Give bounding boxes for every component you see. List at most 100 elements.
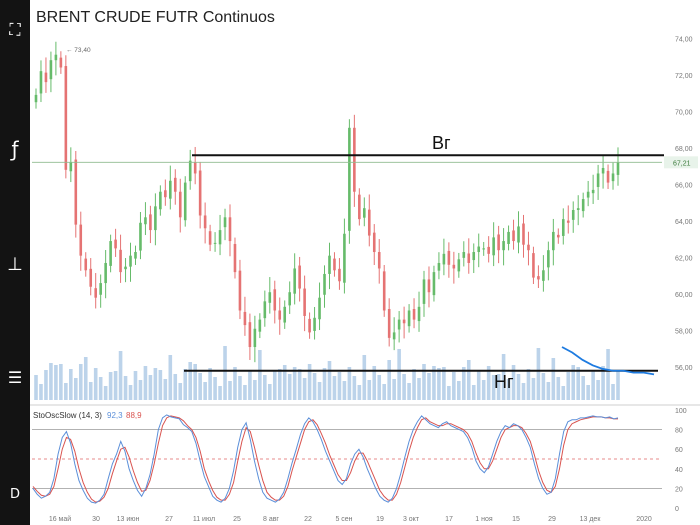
- volume-bar: [422, 364, 426, 400]
- candle-body: [353, 127, 356, 192]
- volume-bar: [128, 385, 133, 400]
- stoch-k-label: 92,3: [107, 411, 123, 420]
- candle-body: [601, 167, 605, 174]
- candle-body: [258, 319, 262, 332]
- x-tick-label: 8 авг: [263, 516, 279, 523]
- volume-bar: [412, 369, 416, 400]
- candle-body: [228, 217, 232, 242]
- candle-body: [308, 318, 311, 333]
- volume-bar: [59, 364, 63, 400]
- candle-body: [561, 219, 565, 236]
- candle-body: [114, 239, 117, 249]
- x-tick-label: 17: [445, 516, 453, 523]
- candle-body: [333, 258, 336, 271]
- candle-body: [64, 66, 68, 170]
- volume-bar: [616, 370, 620, 400]
- candle-body: [482, 248, 485, 250]
- volume-bar: [466, 360, 471, 400]
- candles: [34, 41, 620, 363]
- x-tick-label: 25: [233, 516, 241, 523]
- volume-bar: [54, 365, 58, 400]
- volume-bar: [546, 382, 551, 400]
- volume-bar: [198, 373, 202, 400]
- candle-body: [303, 288, 306, 316]
- candle-body: [99, 283, 102, 295]
- stoch-y-tick: 20: [675, 486, 683, 493]
- price-chart[interactable]: 67,21 ← 73,40 Вг Нг 100 80 60 40 20 0 StoOscSlow …: [30, 0, 700, 525]
- volume-bar: [158, 370, 163, 400]
- candle-body: [169, 180, 172, 199]
- volume-bar: [78, 364, 83, 400]
- candle-body: [178, 191, 182, 218]
- volume-bar: [571, 365, 576, 400]
- volume-bar: [347, 367, 352, 400]
- volume-bar: [69, 369, 73, 400]
- volume-bar: [387, 360, 391, 400]
- candle-body: [293, 268, 296, 294]
- volume-bar: [322, 368, 327, 400]
- left-toolbar: ⛶ ƒ ⊥ ☰ D: [0, 0, 30, 525]
- volume-bar: [44, 370, 48, 400]
- volume-bar: [377, 375, 382, 400]
- candle-body: [517, 226, 520, 243]
- candle-body: [447, 250, 451, 265]
- volume-bar: [541, 373, 546, 400]
- x-tick-label: 29: [548, 516, 556, 523]
- volume-bar: [168, 355, 173, 400]
- candle-body: [318, 297, 321, 320]
- candle-body: [532, 253, 535, 278]
- stoch-k-line: [32, 414, 619, 504]
- volume-bar: [496, 374, 501, 400]
- stoch-y-tick: 0: [675, 506, 679, 513]
- settings-sliders-icon[interactable]: ☰: [7, 368, 23, 387]
- candle-body: [183, 182, 187, 221]
- volume-bar: [596, 380, 600, 400]
- candle-body: [119, 249, 122, 273]
- volume-bar: [447, 386, 451, 400]
- candle-body: [462, 252, 466, 258]
- stoch-y-tick: 100: [675, 408, 687, 415]
- candle-body: [243, 311, 247, 326]
- candle-body: [581, 199, 585, 212]
- timeframe-button[interactable]: D: [9, 487, 20, 502]
- volume-bar: [148, 375, 153, 400]
- stoch-y-tick: 60: [675, 447, 683, 454]
- candle-body: [571, 210, 575, 220]
- volume-bar: [442, 367, 446, 400]
- candle-body: [278, 310, 282, 320]
- candle-body: [502, 241, 505, 251]
- candle-body: [203, 215, 207, 229]
- candle-body: [507, 231, 510, 244]
- candle-body: [298, 265, 301, 289]
- candle-body: [328, 255, 331, 274]
- y-tick-label: 56,00: [675, 365, 693, 372]
- y-tick-label: 72,00: [675, 73, 693, 80]
- volume-bar: [461, 367, 466, 400]
- draw-tool-icon[interactable]: ⊥: [7, 254, 23, 275]
- candle-body: [268, 292, 272, 303]
- volume-bar: [601, 366, 605, 400]
- stochastic-panel: 100 80 60 40 20 0 StoOscSlow (14, 3) 92,3 88,9: [30, 404, 700, 513]
- volume-bar: [561, 386, 566, 400]
- function-icon[interactable]: ƒ: [11, 137, 19, 161]
- candle-body: [611, 173, 615, 182]
- volume-bar: [491, 375, 496, 400]
- volume-bar: [457, 381, 461, 400]
- volume-bar: [243, 385, 247, 400]
- stoch-d-line: [32, 415, 618, 503]
- volume-bar: [272, 370, 277, 400]
- x-tick-label: 11 июл: [193, 516, 215, 523]
- volume-bar: [576, 367, 581, 400]
- fullscreen-icon[interactable]: ⛶: [9, 20, 21, 39]
- candle-body: [248, 322, 252, 348]
- candle-body: [477, 246, 481, 253]
- volume-bar: [64, 383, 68, 400]
- candle-body: [512, 230, 515, 242]
- volume-bar: [228, 381, 232, 400]
- candle-body: [596, 173, 600, 187]
- volume-bar: [93, 368, 98, 400]
- volume-bar: [307, 364, 312, 400]
- volume-bar: [372, 366, 377, 400]
- volume-bar: [267, 384, 272, 400]
- candle-body: [109, 241, 112, 266]
